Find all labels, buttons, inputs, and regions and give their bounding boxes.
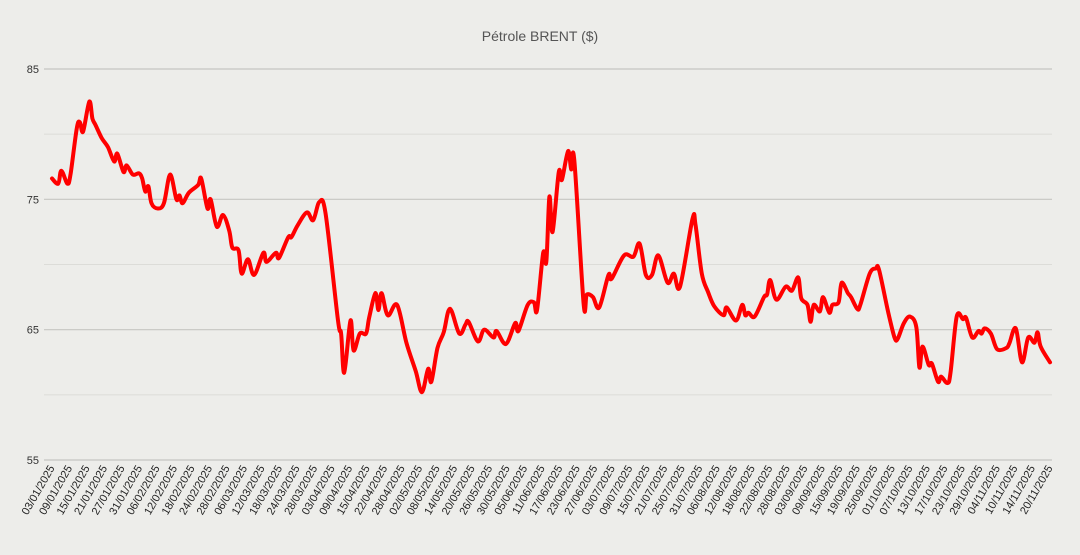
y-axis: 85 75 65 55 [27, 64, 39, 467]
series-line [50, 99, 1052, 395]
y-tick-label: 75 [27, 194, 39, 206]
chart-title: Pétrole BRENT ($) [482, 28, 598, 44]
x-axis: 03/01/202509/01/202515/01/202521/01/2025… [20, 464, 1056, 518]
y-tick-label: 65 [27, 325, 39, 337]
y-tick-label: 55 [27, 455, 39, 467]
y-tick-label: 85 [27, 64, 39, 76]
gridlines [44, 68, 1052, 461]
